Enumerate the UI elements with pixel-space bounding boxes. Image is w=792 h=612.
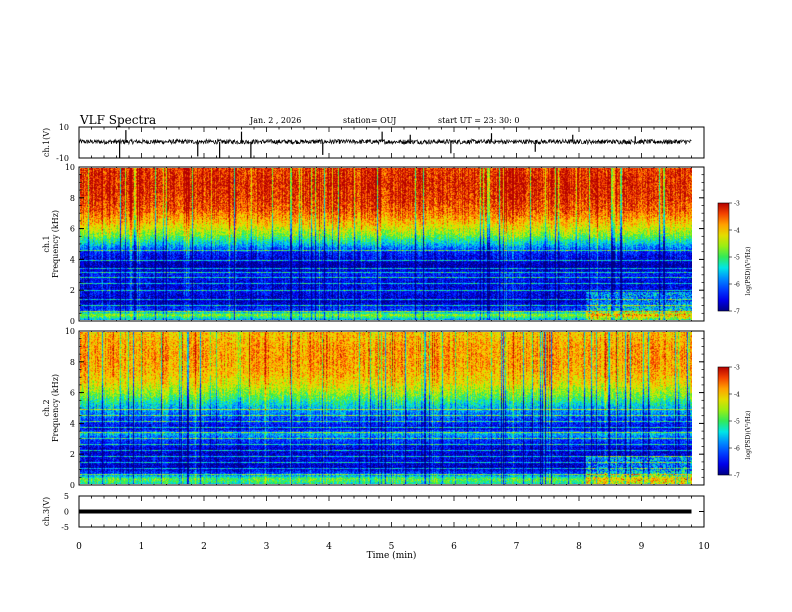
ch1-spectrogram-image xyxy=(80,168,692,320)
ch1-colorbar-label: log(PSD)(V²/Hz) xyxy=(745,247,752,296)
x-tick-label-5: 5 xyxy=(389,542,395,552)
ch2-y-tick-label: 6 xyxy=(70,389,75,398)
ch1-spectrogram-canvas xyxy=(80,168,692,320)
x-tick-label-9: 9 xyxy=(639,542,645,552)
ch1-y-tick-label: 10 xyxy=(59,123,69,132)
ch2-colorbar-label: log(PSD)(V²/Hz) xyxy=(745,411,752,460)
ch3-y-tick-label: 5 xyxy=(64,492,69,501)
ch2-spectrogram-canvas xyxy=(80,332,692,484)
x-tick-label-2: 2 xyxy=(201,542,207,552)
ch1-waveform-line xyxy=(78,138,692,146)
ch1-y-label: ch.1(V) xyxy=(42,128,51,157)
ch2-y-tick-label: 10 xyxy=(65,327,75,336)
ch2-colorbar xyxy=(717,366,730,476)
ch2-colorbar-tick-label: -6 xyxy=(734,446,740,453)
ch2-y-tick-label: 0 xyxy=(70,481,75,490)
ch1-colorbar xyxy=(717,202,730,312)
ch1-y-tick-label: 4 xyxy=(70,255,75,264)
ch1-y-tick-label: 6 xyxy=(70,225,75,234)
ch2-y-label-frequency: Frequency (kHz) xyxy=(51,374,60,442)
chart-title: VLF Spectra xyxy=(80,113,157,127)
ch2-y-tick-label: 8 xyxy=(70,358,75,367)
ch1-y-tick-label: 10 xyxy=(65,163,75,172)
ch2-y-tick-label: 4 xyxy=(70,419,75,428)
ch3-y-label: ch.3(V) xyxy=(42,497,51,526)
ch1-colorbar-tick-label: -6 xyxy=(734,282,740,289)
x-axis-label: Time (min) xyxy=(367,550,417,561)
ch2-spectrogram-image xyxy=(80,332,692,484)
ch1-y-label-frequency: Frequency (kHz) xyxy=(51,210,60,278)
x-tick-label-8: 8 xyxy=(576,542,582,552)
ch2-colorbar-tick-label: -7 xyxy=(734,473,740,480)
ch1-y-tick-label: 2 xyxy=(70,286,75,295)
ch2-colorbar-tick-label: -5 xyxy=(734,419,740,426)
x-tick-label-3: 3 xyxy=(264,542,270,552)
x-tick-label-6: 6 xyxy=(451,542,457,552)
ch1-colorbar-tick-label: -5 xyxy=(734,255,740,262)
x-tick-label-1: 1 xyxy=(139,542,145,552)
ch2-y-tick-label: 2 xyxy=(70,450,75,459)
ch3-y-tick-label: -5 xyxy=(61,523,69,532)
x-tick-label-4: 4 xyxy=(326,542,332,552)
x-tick-label-7: 7 xyxy=(514,542,520,552)
ch1-colorbar-tick-label: -7 xyxy=(734,309,740,316)
ch1-y-tick-label: 0 xyxy=(70,317,75,326)
date-label: Jan. 2 , 2026 xyxy=(250,116,302,125)
x-tick-label-0: 0 xyxy=(76,542,82,552)
ch3-y-tick-label: 0 xyxy=(64,508,69,517)
ch1-y-tick-label: 8 xyxy=(70,194,75,203)
ch2-colorbar-tick-label: -4 xyxy=(734,392,740,399)
ch1-y-label-channel: ch.1 xyxy=(42,235,51,252)
ch2-y-label-channel: ch.2 xyxy=(42,399,51,416)
ch2-colorbar-tick-label: -3 xyxy=(734,365,740,372)
x-tick-label-10: 10 xyxy=(698,542,710,552)
ch1-y-tick-label: -10 xyxy=(56,154,69,163)
ch1-colorbar-tick-label: -3 xyxy=(734,201,740,208)
start-ut-label: start UT = 23: 30: 0 xyxy=(438,116,520,125)
station-label: station= OUJ xyxy=(343,116,397,125)
ch1-colorbar-tick-label: -4 xyxy=(734,228,740,235)
